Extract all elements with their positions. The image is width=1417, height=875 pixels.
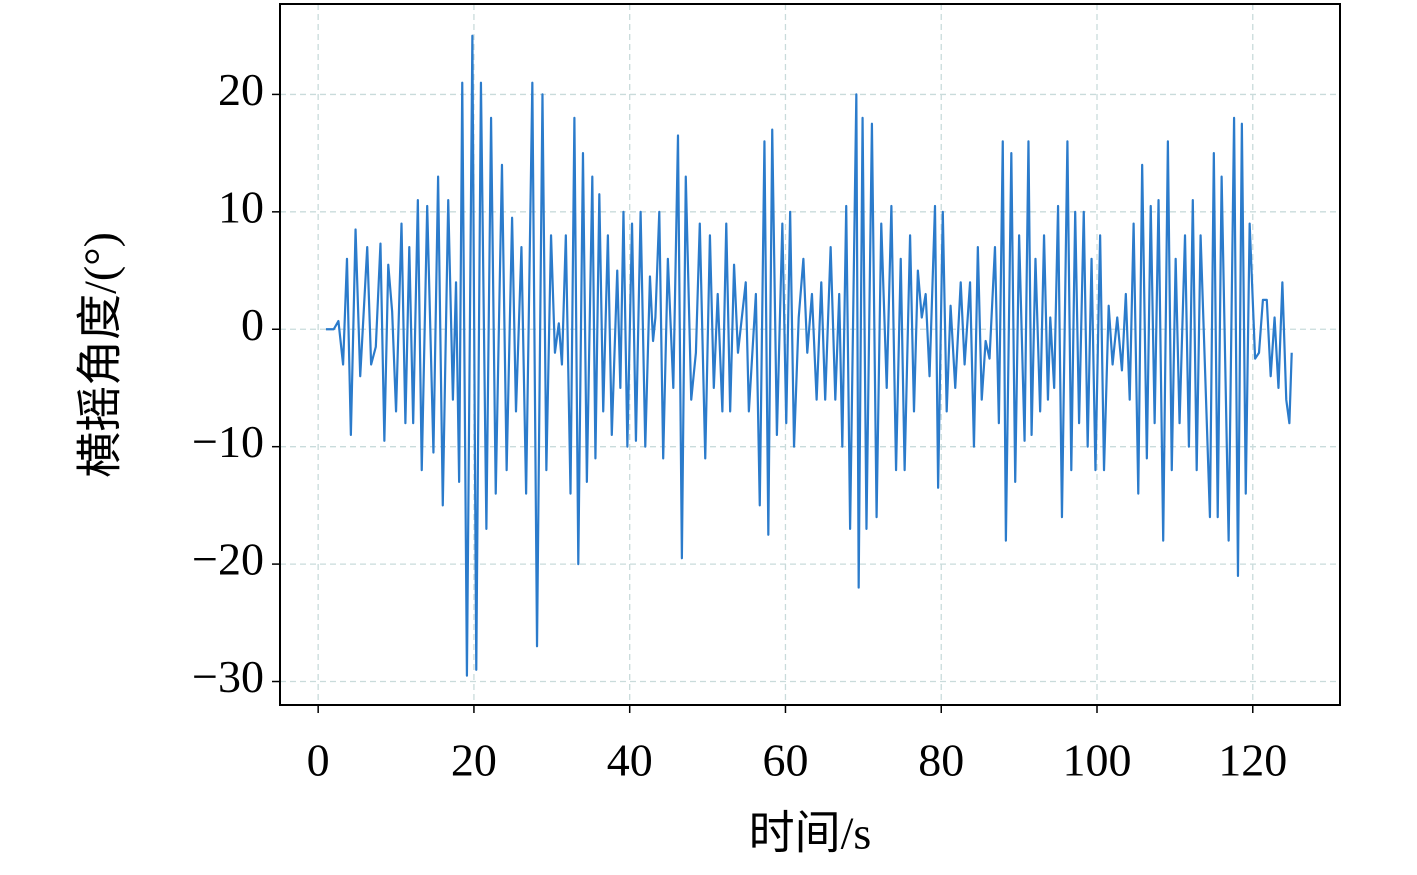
y-axis-label: 横摇角度/(°)	[75, 232, 126, 478]
line-series	[325, 34, 1293, 677]
x-tick-label: 80	[918, 735, 964, 786]
y-tick-label: −30	[192, 651, 264, 702]
plot-frame	[279, 3, 1341, 706]
x-axis-label: 时间/s	[749, 808, 872, 859]
y-tick-label: 10	[218, 181, 264, 232]
y-tick-label: −10	[192, 416, 264, 467]
x-tick-label: 0	[307, 735, 330, 786]
y-tick-label: 20	[218, 64, 264, 115]
x-tick-label: 20	[451, 735, 497, 786]
x-tick-label: 60	[762, 735, 808, 786]
y-tick-label: −20	[192, 534, 264, 585]
y-tick-label: 0	[241, 299, 264, 350]
x-tick-label: 40	[607, 735, 653, 786]
x-tick-label: 100	[1063, 735, 1132, 786]
x-tick-label: 120	[1218, 735, 1287, 786]
